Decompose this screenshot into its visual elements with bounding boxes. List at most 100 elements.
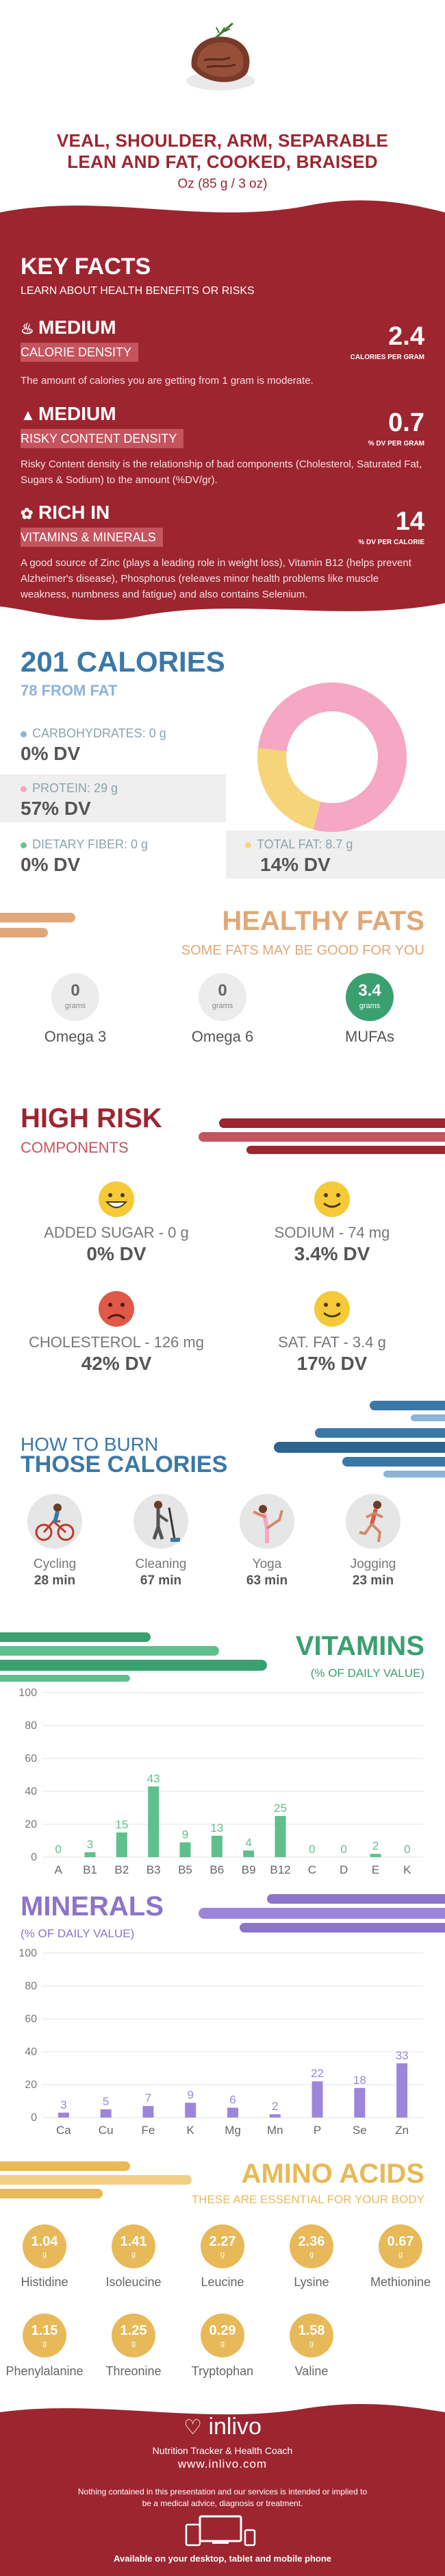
minerals-data-label: 5	[103, 2095, 109, 2108]
amino-acid-name: Leucine	[201, 2275, 244, 2289]
fat-value: 3.4	[358, 981, 381, 1000]
minerals-subtitle: (% OF DAILY VALUE)	[21, 1927, 135, 1940]
amino-acids-section: AMINO ACIDS THESE ARE ESSENTIAL FOR YOUR…	[0, 2145, 445, 2405]
vitamins-bar-chart: 0204060801000A3B115B243B39B513B64B925B12…	[18, 1687, 423, 1876]
minerals-bar	[58, 2112, 69, 2118]
brand-url[interactable]: www.inlivo.com	[177, 2457, 268, 2470]
amino-acid-name: Isoleucine	[105, 2275, 162, 2289]
vitamins-y-tick: 60	[25, 1753, 37, 1765]
risk-dv: 3.4% DV	[294, 1243, 370, 1264]
vitamins-y-tick: 80	[25, 1720, 37, 1732]
jogging-icon	[346, 1494, 400, 1549]
nutrient-dv: 0% DV	[21, 854, 81, 875]
donut-slice-protein	[257, 683, 407, 832]
risk-label: ADDED SUGAR - 0 g	[44, 1224, 189, 1241]
fat-unit: grams	[212, 1002, 233, 1010]
minerals-x-tick: Fe	[142, 2124, 155, 2137]
vitamins-x-tick: B12	[270, 1863, 290, 1876]
vitamins-x-tick: B5	[178, 1863, 192, 1876]
food-title-line1: VEAL, SHOULDER, ARM, SEPARABLE	[56, 130, 389, 151]
vitamins-y-tick: 100	[18, 1687, 37, 1699]
minerals-x-tick: Ca	[56, 2124, 71, 2137]
burn-title-line1: HOW TO BURN	[21, 1434, 159, 1455]
risk-dv: 42% DV	[81, 1353, 152, 1374]
calories-from-fat: 78 FROM FAT	[21, 682, 118, 699]
vitamins-data-label: 15	[115, 1818, 128, 1831]
nutrient-total-fat: TOTAL FAT: 8.7 g 14% DV	[226, 831, 445, 879]
amino-acid-value: 1.41	[120, 2234, 147, 2249]
amino-acid-circle: 1.41 g	[112, 2224, 155, 2268]
amino-acid-item: 1.25 g Threonine	[89, 2314, 178, 2396]
amino-acid-unit: g	[131, 2340, 136, 2348]
minerals-data-label: 6	[229, 2094, 236, 2107]
minerals-bar	[100, 2109, 112, 2118]
amino-acid-item: 1.15 g Phenylalanine	[0, 2314, 89, 2396]
heart-logo-icon: ♡	[183, 2416, 202, 2439]
calories-title: 201 CALORIES	[21, 646, 225, 678]
fat-name: MUFAs	[344, 1028, 395, 1045]
footer-background	[0, 2403, 445, 2576]
fat-omega-6: 0 grams Omega 6	[161, 966, 284, 1062]
amino-acid-circle: 1.58 g	[290, 2314, 333, 2357]
fat-name: Omega 6	[191, 1028, 254, 1045]
fat-value: 0	[218, 981, 227, 1000]
warning-icon: ▲	[21, 406, 36, 424]
stripes-decoration	[0, 2161, 192, 2198]
fact-level: ▲ MEDIUM	[21, 403, 116, 424]
minerals-data-label: 9	[187, 2088, 193, 2101]
burn-section: HOW TO BURN THOSE CALORIES Cycling 28 mi…	[0, 1398, 445, 1617]
fat-unit: grams	[64, 1002, 86, 1010]
amino-acid-item: 0.67 g Methionine	[356, 2224, 445, 2307]
vitamins-bar	[243, 1850, 255, 1857]
amino-acid-item: 1.58 g Valine	[267, 2314, 356, 2396]
happy-face-icon	[99, 1181, 134, 1217]
fact-category: VITAMINS & MINERALS	[21, 528, 163, 547]
risk-label: SAT. FAT - 3.4 g	[278, 1334, 386, 1351]
amino-acid-value: 1.58	[298, 2323, 325, 2338]
nutrient-label: PROTEIN: 29 g	[32, 781, 118, 795]
risk-added-sugar: ADDED SUGAR - 0 g 0% DV	[21, 1179, 212, 1281]
minerals-section: MINERALS (% OF DAILY VALUE) 0 20 40 60 80 100…	[0, 1891, 445, 2145]
activity-name: Cleaning	[135, 1557, 187, 1571]
amino-acids-title: AMINO ACIDS	[241, 2159, 424, 2189]
macro-donut-chart	[257, 683, 407, 832]
risk-dv: 17% DV	[296, 1353, 368, 1374]
fact-description: A good source of Zinc (plays a leading r…	[21, 557, 411, 600]
fat-omega-3: 0 grams Omega 3	[14, 966, 137, 1062]
amino-acid-name: Methionine	[370, 2275, 431, 2289]
yoga-icon	[240, 1494, 294, 1549]
brand-tagline: Nutrition Tracker & Health Coach	[152, 2445, 293, 2456]
brand-name: ♡ inlivo	[0, 2414, 445, 2440]
amino-acid-name: Phenylalanine	[5, 2364, 84, 2378]
amino-acid-unit: g	[131, 2250, 136, 2259]
key-facts-section: KEY FACTS LEARN ABOUT HEALTH BENEFITS OR…	[0, 185, 445, 630]
minerals-x-tick: P	[314, 2124, 321, 2137]
leaf-icon: ✿	[21, 505, 34, 522]
nutrient-label: DIETARY FIBER: 0 g	[32, 837, 149, 851]
high-risk-title: HIGH RISK	[21, 1103, 162, 1133]
fact-level: ✿ RICH IN	[21, 502, 110, 523]
fact-unit: CALORIES PER GRAM	[350, 354, 424, 361]
vitamins-y-tick: 0	[31, 1852, 37, 1863]
vitamins-section: VITAMINS (% OF DAILY VALUE) 0 20 40 60 80 100…	[0, 1617, 445, 1891]
activity-time: 28 min	[34, 1573, 76, 1588]
fiber-dot-icon	[21, 842, 27, 848]
fact-value: 14	[395, 507, 424, 536]
amino-acid-item: 2.27 g Leucine	[178, 2224, 267, 2307]
vitamins-data-label: 0	[404, 1843, 410, 1856]
amino-acid-circle: 2.27 g	[201, 2224, 244, 2268]
nutrient-fiber: DIETARY FIBER: 0 g 0% DV	[0, 831, 205, 879]
amino-acid-name: Tryptophan	[191, 2364, 254, 2378]
smile-face-icon	[314, 1181, 350, 1217]
minerals-x-tick: Se	[353, 2124, 367, 2137]
amino-acid-value: 1.04	[31, 2234, 58, 2249]
amino-acid-value: 2.27	[209, 2234, 236, 2249]
sad-face-icon	[99, 1291, 134, 1327]
vitamins-subtitle: (% OF DAILY VALUE)	[310, 1667, 424, 1680]
stripes-decoration	[0, 913, 75, 937]
activity-yoga: Yoga 63 min	[222, 1494, 312, 1597]
serving-size: Oz (85 g / 3 oz)	[177, 177, 268, 191]
minerals-bar-chart: 0 20 40 60 80 100 3 Ca 5 Cu 7 Fe 9 K 6 Mg 2 Mn 22 P 18 Se 33 Zn	[18, 1948, 423, 2137]
vitamins-data-label: 43	[147, 1772, 160, 1785]
food-title: VEAL, SHOULDER, ARM, SEPARABLE LEAN AND …	[0, 130, 445, 173]
